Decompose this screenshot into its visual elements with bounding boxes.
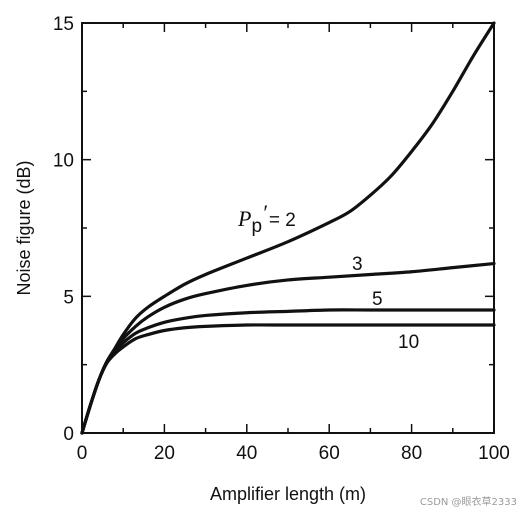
- curve-label-3: 3: [352, 254, 363, 275]
- y-tick-label: 5: [63, 287, 74, 308]
- curve-label-5: 5: [372, 289, 383, 310]
- x-tick-label: 0: [77, 443, 88, 464]
- x-axis-title: Amplifier length (m): [210, 484, 366, 504]
- y-tick-label: 0: [63, 424, 74, 445]
- curve-pp-10: [80, 323, 496, 435]
- axis-tick-labels: 0 20 40 60 80 100 0 5 10 15: [53, 14, 510, 464]
- x-tick-label: 80: [401, 443, 422, 464]
- curve-label-prefix: P: [237, 206, 251, 231]
- axis-ticks: [81, 22, 495, 434]
- curve-label-2: Pp′ = 2: [237, 200, 296, 237]
- curve-labels: Pp′ = 2 3 5 10: [237, 200, 419, 353]
- curve-label-10: 10: [398, 332, 419, 353]
- y-axis-title: Noise figure (dB): [14, 160, 34, 295]
- x-tick-label: 20: [154, 443, 175, 464]
- x-tick-label: 60: [319, 443, 340, 464]
- curve-label-equals: = 2: [269, 210, 296, 231]
- curve-pp-3: [80, 261, 496, 435]
- curve-label-subscript: p: [251, 216, 262, 237]
- curves: [80, 21, 496, 435]
- y-tick-label: 10: [53, 151, 74, 172]
- x-tick-label: 100: [478, 443, 510, 464]
- curve-label-prime: ′: [262, 200, 268, 225]
- curve-pp-5: [80, 308, 496, 435]
- y-tick-label: 15: [53, 14, 74, 35]
- watermark: CSDN @眼衣草2333: [419, 497, 517, 508]
- x-tick-label: 40: [236, 443, 257, 464]
